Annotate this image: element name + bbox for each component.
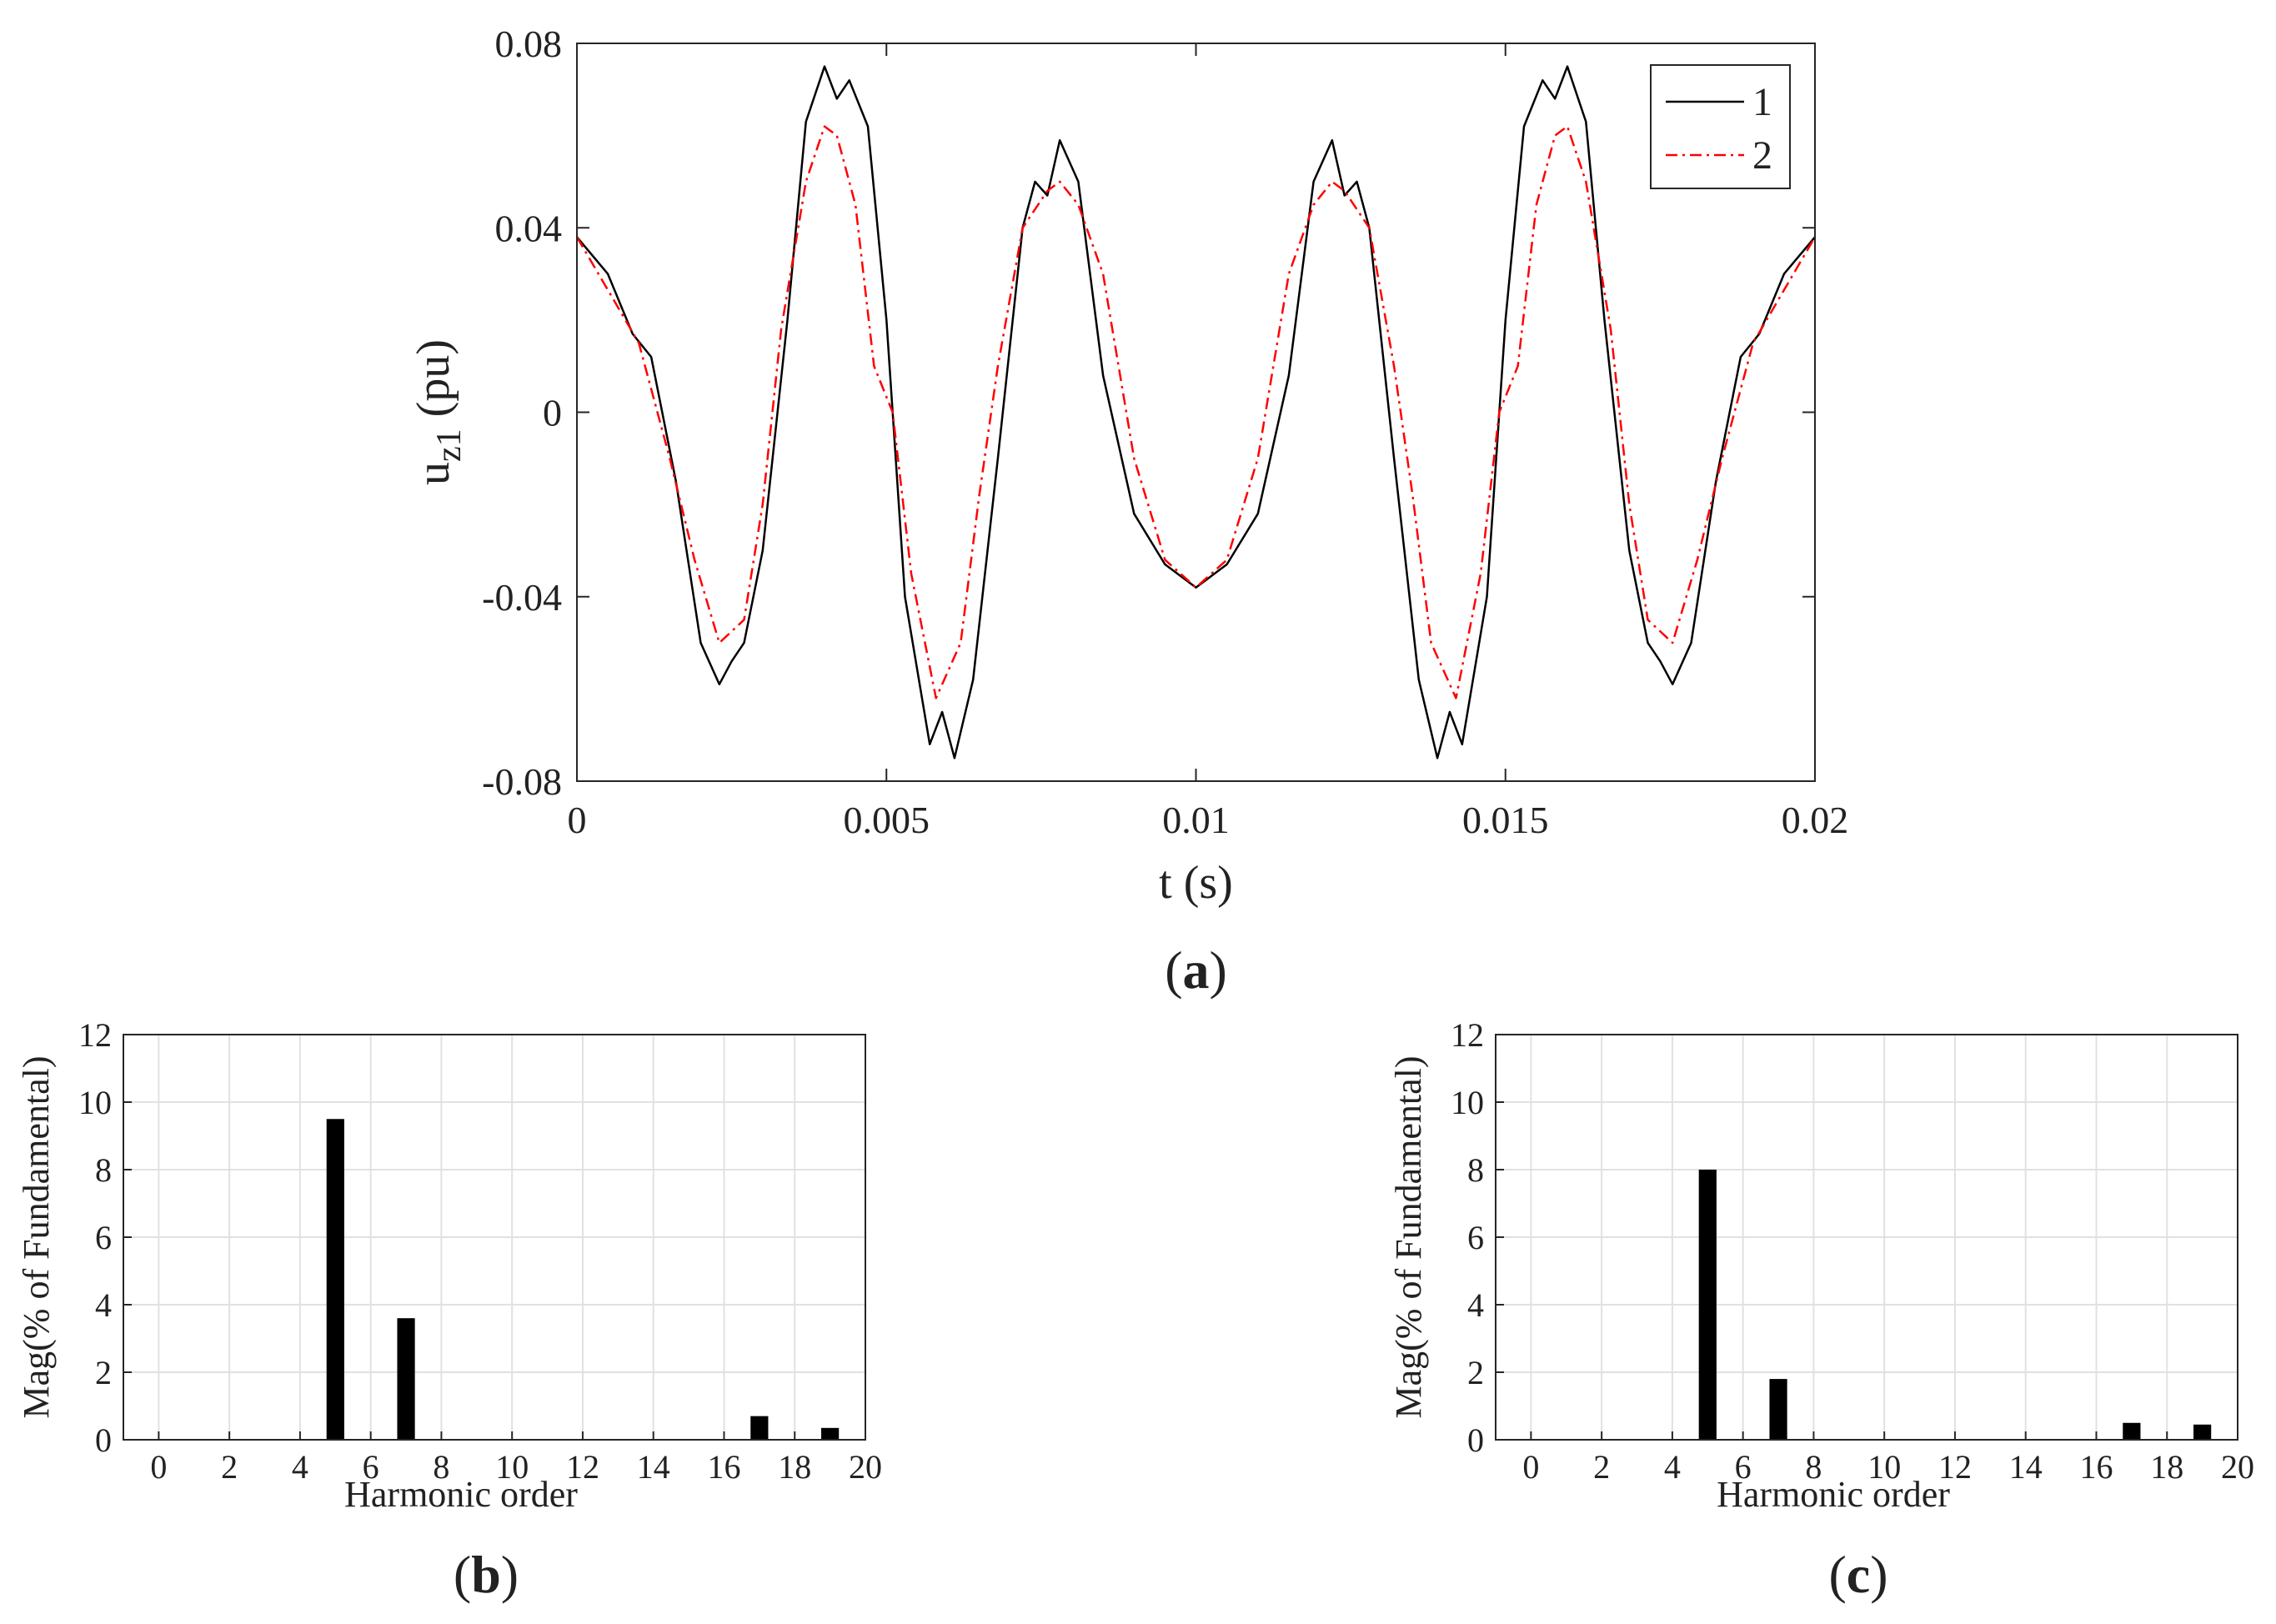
y-tick-label: 8	[1467, 1151, 1484, 1189]
y-tick-label: 2	[1467, 1354, 1484, 1391]
panel-label-close: )	[1210, 940, 1227, 1000]
y-axis-label-sub: z1	[430, 429, 469, 462]
y-tick-label: 10	[1451, 1084, 1484, 1121]
y-axis-label: uz1 (pu)	[408, 339, 469, 485]
y-tick-label: 0	[543, 392, 562, 434]
x-tick-label: 4	[292, 1448, 308, 1486]
bar-harmonic-19	[821, 1427, 840, 1440]
x-tick-label: 6	[1735, 1448, 1752, 1486]
x-axis-label: Harmonic order	[344, 1474, 578, 1515]
panel-label-letter: a	[1183, 940, 1210, 1000]
x-tick-label: 16	[2079, 1448, 2113, 1486]
panel-label-open: (	[454, 1545, 471, 1604]
x-tick-label: 12	[566, 1448, 599, 1486]
y-tick-label: 0	[1467, 1421, 1484, 1459]
x-tick-label: 0.01	[1162, 799, 1230, 841]
x-tick-label: 6	[363, 1448, 379, 1486]
y-tick-label: 6	[1467, 1219, 1484, 1256]
x-tick-label: 10	[1867, 1448, 1901, 1486]
x-tick-label: 2	[1593, 1448, 1610, 1486]
x-tick-label: 20	[2221, 1448, 2254, 1486]
y-axis-label-main: u	[408, 462, 459, 485]
y-tick-label: 6	[95, 1219, 112, 1256]
panel-label-b: (b)	[454, 1545, 519, 1604]
x-tick-label: 0	[1522, 1448, 1539, 1486]
x-axis-label: t (s)	[1159, 857, 1233, 909]
x-tick-label: 18	[2150, 1448, 2183, 1486]
y-tick-label: 10	[78, 1084, 112, 1121]
bar-harmonic-19	[2193, 1424, 2212, 1440]
y-tick-label: 0.04	[495, 207, 563, 249]
panel-label-letter: b	[471, 1545, 501, 1604]
legend-box	[1650, 64, 1791, 189]
x-tick-label: 0.005	[844, 799, 930, 841]
y-tick-label: -0.04	[482, 576, 562, 619]
x-tick-label: 8	[433, 1448, 449, 1486]
line-chart-a: 0 0.005 0.01 0.015 0.02 -0.08 -0.04 0 0.04 0.08 t …	[408, 23, 1848, 1000]
y-tick-label: 4	[1467, 1286, 1484, 1324]
x-tick-label: 0.015	[1462, 799, 1549, 841]
y-tick-label: 0	[95, 1421, 112, 1459]
panel-label-close: )	[1870, 1545, 1887, 1604]
bar-harmonic-5	[1698, 1170, 1717, 1440]
y-tick-label: 4	[95, 1286, 112, 1324]
series-2-line	[575, 125, 1817, 699]
y-axis-label-unit: (pu)	[408, 339, 459, 429]
x-tick-label: 10	[495, 1448, 529, 1486]
panel-label-open: (	[1828, 1545, 1846, 1604]
y-axis-label: Mag(% of Fundamental)	[16, 1056, 57, 1419]
series-1-line	[576, 65, 1816, 759]
bar-harmonic-17	[750, 1416, 769, 1440]
y-tick-label: 12	[1451, 1016, 1484, 1054]
x-tick-label: 0.02	[1782, 799, 1849, 841]
y-tick-label: 8	[95, 1151, 112, 1189]
x-tick-label: 0	[568, 799, 587, 841]
x-tick-label: 12	[1938, 1448, 1972, 1486]
x-tick-label: 8	[1805, 1448, 1822, 1486]
panel-label-letter: c	[1847, 1545, 1870, 1604]
legend: 12	[1650, 64, 1791, 189]
y-tick-label: 0.08	[495, 23, 563, 65]
x-tick-label: 0	[150, 1448, 167, 1486]
panel-label-a: (a)	[1165, 940, 1227, 1000]
bar-harmonic-17	[2123, 1422, 2141, 1440]
panel-label-open: (	[1165, 940, 1182, 1000]
x-tick-label: 18	[778, 1448, 811, 1486]
plot-frame	[576, 43, 1816, 782]
x-tick-label: 4	[1664, 1448, 1681, 1486]
x-tick-label: 14	[637, 1448, 670, 1486]
panel-label-close: )	[501, 1545, 519, 1604]
x-axis-label: Harmonic order	[1717, 1474, 1950, 1515]
bar-harmonic-7	[397, 1318, 415, 1440]
x-tick-label: 20	[849, 1448, 882, 1486]
x-tick-label: 2	[221, 1448, 238, 1486]
y-tick-label: 12	[78, 1016, 112, 1054]
y-tick-label: 2	[95, 1354, 112, 1391]
bar-harmonic-5	[326, 1119, 344, 1440]
x-tick-label: 16	[707, 1448, 740, 1486]
panel-label-c: (c)	[1828, 1545, 1887, 1604]
legend-label-2: 2	[1752, 133, 1772, 178]
y-axis-label: Mag(% of Fundamental)	[1388, 1056, 1429, 1419]
bar-harmonic-7	[1769, 1379, 1787, 1440]
x-tick-label: 14	[2009, 1448, 2043, 1486]
y-tick-label: -0.08	[482, 760, 562, 803]
legend-label-1: 1	[1752, 80, 1772, 124]
